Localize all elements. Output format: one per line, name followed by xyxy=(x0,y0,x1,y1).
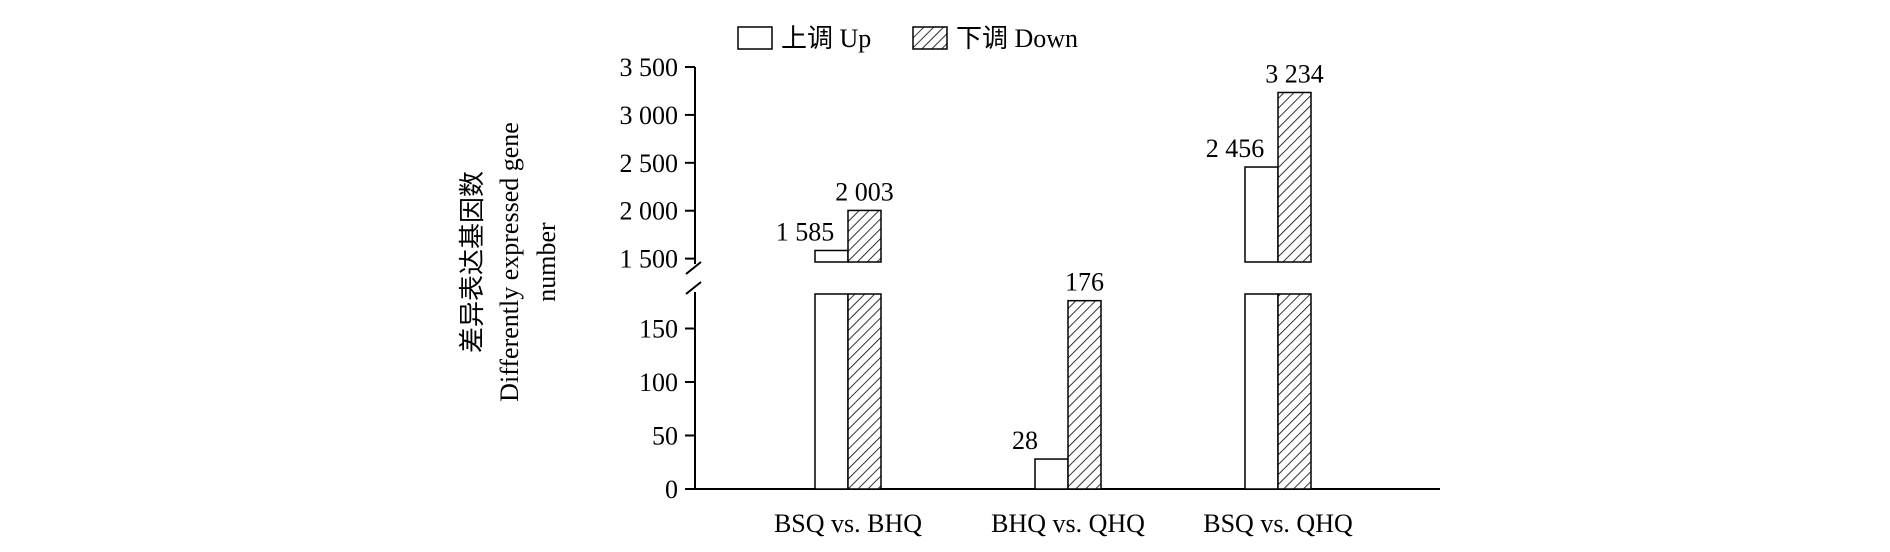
bar-down xyxy=(1277,91,1312,263)
axis-break-mark xyxy=(685,261,702,275)
y-axis-title-cn: 差异表达基因数 xyxy=(458,171,487,353)
bar-up xyxy=(814,249,849,263)
y-tick-label: 2 500 xyxy=(620,149,679,178)
y-tick-label: 100 xyxy=(639,368,678,397)
data-label-down: 3 234 xyxy=(1265,59,1324,88)
legend: 上调 Up 下调 Down xyxy=(737,24,1078,53)
bar-down xyxy=(847,293,882,490)
y-tick-label: 3 000 xyxy=(620,101,679,130)
bar-up xyxy=(1244,293,1279,490)
data-label-up: 1 585 xyxy=(776,217,835,246)
legend-swatch-down xyxy=(912,26,948,50)
bar-up xyxy=(814,293,849,490)
data-label-up: 2 456 xyxy=(1206,134,1265,163)
y-axis-title: 差异表达基因数 Differently expressed gene numbe… xyxy=(458,122,561,402)
data-label-up: 28 xyxy=(1012,426,1038,455)
legend-label-up: 上调 Up xyxy=(781,24,871,53)
y-tick-label: 50 xyxy=(652,422,678,451)
x-category-label: BSQ vs. QHQ xyxy=(1203,509,1353,538)
y-tick-label: 2 000 xyxy=(620,197,679,226)
y-tick-label: 0 xyxy=(665,475,678,504)
axes: 1 500 2 000 2 500 3 000 3 500 0 50 100 150 BSQ vs… xyxy=(620,53,1440,538)
bar-down xyxy=(1277,293,1312,490)
axis-break-mark xyxy=(685,281,702,295)
x-category-label: BSQ vs. BHQ xyxy=(774,509,922,538)
bar-up xyxy=(1244,166,1279,263)
x-category-label: BHQ vs. QHQ xyxy=(991,509,1145,538)
data-label-down: 176 xyxy=(1065,268,1104,297)
y-axis-title-en-line1: Differently expressed gene xyxy=(495,122,524,402)
y-axis-title-en-line2: number xyxy=(532,222,561,302)
bars xyxy=(814,91,1312,490)
y-tick-label: 1 500 xyxy=(620,245,679,274)
bar-down xyxy=(847,209,882,263)
legend-label-down: 下调 Down xyxy=(956,24,1078,53)
y-tick-label: 3 500 xyxy=(620,53,679,82)
data-label-down: 2 003 xyxy=(835,177,894,206)
legend-swatch-up xyxy=(737,26,773,50)
bar-down xyxy=(1067,299,1102,490)
bar-up xyxy=(1034,458,1069,490)
y-tick-label: 150 xyxy=(639,315,678,344)
